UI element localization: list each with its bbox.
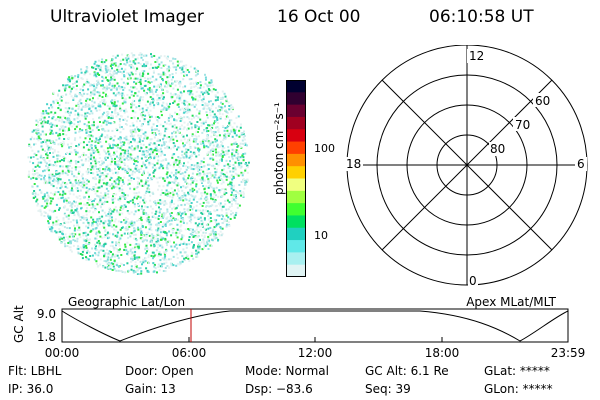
colorbar-segment — [286, 153, 306, 167]
colorbar-segment — [286, 92, 306, 106]
status-glon: GLon: ***** — [484, 382, 553, 396]
status-gain: Gain: 13 — [125, 382, 176, 396]
colorbar-segment — [286, 80, 306, 93]
colorbar-segment — [286, 166, 306, 180]
header-title: Ultraviolet Imager — [50, 7, 204, 27]
colorbar-segment — [286, 252, 306, 266]
colorbar-frame — [286, 80, 306, 277]
status-glat: GLat: ***** — [484, 364, 550, 378]
mlt-label-18: 18 — [346, 157, 361, 171]
timeline-left-title: Geographic Lat/Lon — [68, 295, 185, 309]
status-dsp: Dsp: −83.6 — [245, 382, 313, 396]
polar-diagonal-b — [381, 79, 553, 251]
header-date: 16 Oct 00 — [277, 7, 361, 27]
mlt-label-12: 12 — [469, 49, 484, 63]
status-seq: Seq: 39 — [365, 382, 411, 396]
timeline-right-title: Apex MLat/MLT — [466, 295, 556, 309]
colorbar-segment — [286, 215, 306, 229]
lat-label-60: 60 — [535, 94, 550, 108]
timeline-y-axis-label: GC Alt — [12, 305, 26, 343]
colorbar-segment — [286, 203, 306, 217]
mlt-label-6: 6 — [577, 157, 585, 171]
lat-label-80: 80 — [490, 142, 505, 156]
earth-disk-pixels — [27, 52, 250, 275]
colorbar-segment — [286, 240, 306, 253]
timeline-y-tick-min: 1.8 — [37, 330, 56, 344]
timeline-y-tick-max: 9.0 — [37, 307, 56, 321]
status-ip: IP: 36.0 — [8, 382, 54, 396]
status-gc-alt: GC Alt: 6.1 Re — [365, 364, 449, 378]
mlt-label-0: 0 — [469, 274, 477, 288]
header-time: 06:10:58 UT — [429, 7, 534, 27]
polar-grid: 12 18 6 0 60 70 80 — [345, 45, 588, 288]
status-mode: Mode: Normal — [245, 364, 329, 378]
colorbar-segment — [286, 104, 306, 118]
status-filter: Flt: LBHL — [8, 364, 62, 378]
colorbar-segment — [286, 116, 306, 130]
timeline-panel: Geographic Lat/Lon Apex MLat/MLT GC Alt … — [12, 295, 586, 360]
colorbar — [286, 80, 306, 277]
timeline-tick-2359: 23:59 — [551, 346, 586, 360]
colorbar-segment — [286, 141, 306, 155]
colorbar-tick-10: 10 — [314, 229, 328, 242]
orbit-altitude-curve — [61, 310, 569, 342]
colorbar-segment — [286, 178, 306, 192]
colorbar-segment — [286, 227, 306, 241]
colorbar-segment — [286, 264, 306, 277]
lat-label-70: 70 — [515, 118, 530, 132]
timeline-tick-1200: 12:00 — [298, 346, 333, 360]
timeline-tick-0600: 06:00 — [172, 346, 207, 360]
timeline-tick-0000: 00:00 — [45, 346, 80, 360]
status-door: Door: Open — [125, 364, 194, 378]
colorbar-tick-100: 100 — [314, 142, 335, 155]
colorbar-unit-label: photon cm⁻²s⁻¹ — [272, 102, 286, 195]
colorbar-segment — [286, 129, 306, 143]
timeline-tick-1800: 18:00 — [425, 346, 460, 360]
colorbar-segment — [286, 190, 306, 204]
earth-image — [27, 52, 250, 275]
